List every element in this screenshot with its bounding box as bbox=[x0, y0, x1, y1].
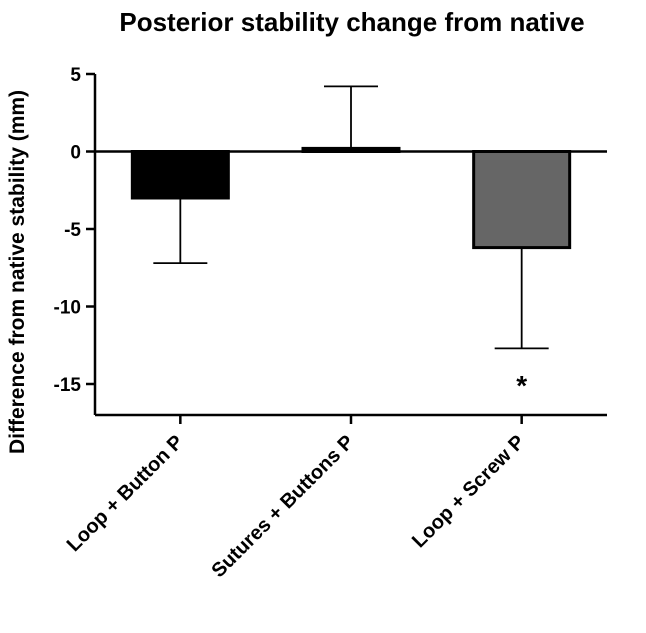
bar bbox=[301, 146, 401, 153]
chart-title: Posterior stability change from native bbox=[119, 7, 584, 37]
y-tick-label: -15 bbox=[54, 375, 82, 396]
significance-marker: * bbox=[516, 370, 527, 401]
y-axis-label: Difference from native stability (mm) bbox=[6, 90, 29, 454]
y-tick-label: -10 bbox=[54, 298, 81, 319]
y-tick-label: -5 bbox=[64, 220, 81, 241]
x-tick-label: Loop + Button P bbox=[63, 431, 188, 556]
bar bbox=[130, 150, 230, 200]
error-bars bbox=[153, 85, 549, 350]
y-tick-label: 5 bbox=[70, 65, 81, 86]
x-tick-label: Loop + Screw P bbox=[408, 431, 529, 552]
x-axis-category-labels: Loop + Button P Sutures + Buttons P Loop +… bbox=[63, 413, 607, 582]
y-tick-label: 0 bbox=[70, 143, 81, 164]
x-tick-label: Sutures + Buttons P bbox=[207, 431, 358, 582]
bars bbox=[130, 146, 572, 250]
bar bbox=[472, 150, 572, 250]
y-axis: 5 0 -5 -10 -15 bbox=[54, 65, 97, 415]
annotations: * bbox=[516, 370, 527, 401]
